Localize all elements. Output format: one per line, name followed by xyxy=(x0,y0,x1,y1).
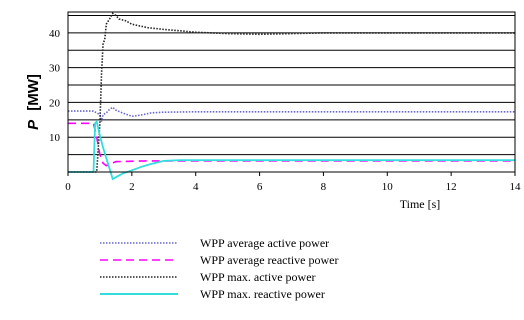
x-axis-ticks: 0 2 4 6 8 10 12 14 xyxy=(65,172,521,193)
series-line-2 xyxy=(68,12,515,173)
legend-label-1: WPP average reactive power xyxy=(200,253,339,267)
y-axis-symbol: P xyxy=(25,119,42,130)
plot-area-frame xyxy=(67,11,516,173)
x-tick-label: 6 xyxy=(257,181,263,193)
y-axis-label: P [MW] xyxy=(25,74,42,130)
y-axis-ticks: 10 20 30 40 xyxy=(49,28,61,144)
series-line-3 xyxy=(68,119,515,181)
x-tick-label: 12 xyxy=(446,181,457,193)
grid xyxy=(68,14,515,156)
x-tick-label: 0 xyxy=(65,181,71,193)
series-group xyxy=(68,12,515,181)
y-axis-label-group: P [MW] xyxy=(25,74,42,130)
legend-label-3: WPP max. reactive power xyxy=(200,287,325,301)
x-axis-label: Time [s] xyxy=(400,197,441,211)
y-axis-unit: [MW] xyxy=(25,74,42,111)
y-tick-label: 20 xyxy=(49,97,61,109)
x-tick-label: 2 xyxy=(129,181,135,193)
y-tick-label: 10 xyxy=(49,132,61,144)
legend-label-2: WPP max. active power xyxy=(200,270,316,284)
series-line-1 xyxy=(68,122,515,167)
legend-label-0: WPP average active power xyxy=(200,236,329,250)
x-tick-label: 4 xyxy=(193,181,199,193)
x-tick-label: 10 xyxy=(382,181,394,193)
x-tick-label: 8 xyxy=(321,181,327,193)
x-tick-label: 14 xyxy=(510,181,522,193)
legend: WPP average active power WPP average reac… xyxy=(100,236,339,301)
y-tick-label: 30 xyxy=(49,63,61,75)
y-tick-label: 40 xyxy=(49,28,61,40)
